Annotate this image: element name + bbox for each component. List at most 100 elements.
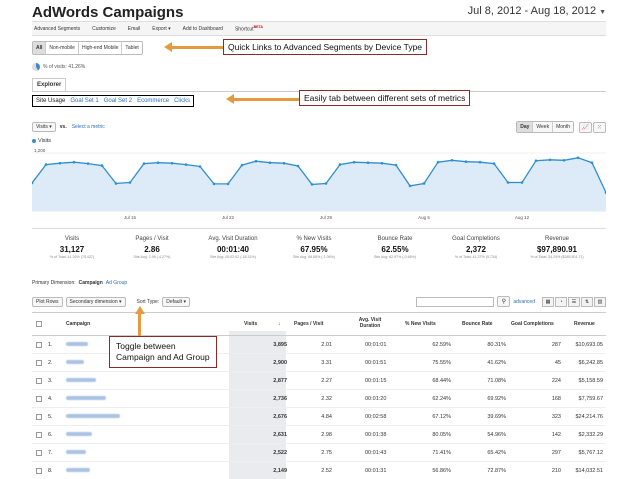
visits-point[interactable]	[520, 181, 524, 184]
visits-point[interactable]	[380, 161, 384, 165]
table-row[interactable]: 1. 3,895 2.01 00:01:01 62.59% 80.31% 287 $10,69…	[32, 336, 606, 354]
visits-point[interactable]	[408, 184, 412, 188]
visits-point[interactable]	[198, 165, 202, 168]
campaign-name-link[interactable]	[66, 360, 84, 364]
performance-view-icon[interactable]: ☰	[568, 296, 580, 307]
visits-point[interactable]	[310, 183, 314, 186]
visits-point[interactable]	[72, 160, 76, 164]
customize-button[interactable]: Customize	[92, 25, 116, 32]
col-campaign[interactable]: Campaign	[66, 321, 91, 327]
segment-high-end-mobile[interactable]: High-end Mobile	[78, 42, 123, 54]
visits-point[interactable]	[114, 182, 118, 185]
row-checkbox[interactable]	[36, 378, 42, 384]
visits-point[interactable]	[44, 163, 48, 166]
line-chart-icon[interactable]: 📈	[579, 121, 592, 133]
col-pages-visit[interactable]: Pages / Visit	[294, 321, 324, 327]
dimension-ad-group[interactable]: Ad Group	[105, 280, 128, 286]
visits-point[interactable]	[212, 182, 216, 186]
granularity-week[interactable]: Week	[533, 122, 554, 132]
visits-point[interactable]	[254, 159, 258, 163]
tab-ecommerce[interactable]: Ecommerce	[137, 98, 170, 104]
campaign-name-link[interactable]	[66, 396, 106, 400]
visits-point[interactable]	[562, 159, 566, 162]
table-search-input[interactable]	[416, 296, 495, 307]
visits-point[interactable]	[86, 162, 90, 165]
visits-point[interactable]	[548, 158, 552, 162]
search-icon[interactable]: ⚲	[497, 296, 511, 307]
visits-point[interactable]	[170, 161, 174, 165]
plot-rows-button[interactable]: Plot Rows	[32, 296, 63, 307]
tab-goal-set-1[interactable]: Goal Set 1	[70, 98, 99, 104]
tab-clicks[interactable]: Clicks	[174, 98, 191, 104]
tab-explorer[interactable]: Explorer	[32, 78, 67, 91]
visits-point[interactable]	[506, 181, 510, 184]
col-revenue[interactable]: Revenue	[574, 321, 595, 327]
visits-point[interactable]	[226, 182, 230, 186]
granularity-day[interactable]: Day	[517, 122, 534, 132]
visits-point[interactable]	[338, 163, 342, 166]
add-to-dashboard-button[interactable]: Add to Dashboard	[182, 25, 223, 32]
col-visits[interactable]: Visits	[244, 321, 258, 327]
visits-point[interactable]	[604, 191, 606, 194]
email-button[interactable]: Email	[127, 25, 141, 32]
col-new-visits[interactable]: % New Visits	[405, 321, 436, 327]
table-row[interactable]: 5. 2,676 4.84 00:02:58 67.12% 39.69% 323 $24,21…	[32, 408, 606, 426]
visits-point[interactable]	[324, 182, 328, 185]
row-checkbox[interactable]	[36, 342, 42, 348]
visits-point[interactable]	[128, 181, 132, 184]
table-view-icon[interactable]: ▦	[542, 296, 554, 307]
table-row[interactable]: 2. 2,900 3.31 00:01:51 75.55% 41.62% 45 $6,242.…	[32, 354, 606, 372]
visits-point[interactable]	[422, 182, 426, 185]
visits-point[interactable]	[240, 163, 244, 167]
visits-point[interactable]	[282, 161, 286, 165]
visits-point[interactable]	[394, 163, 398, 167]
visits-point[interactable]	[58, 161, 62, 165]
select-metric-link[interactable]: Select a metric	[71, 124, 105, 130]
dimension-campaign[interactable]: Campaign	[78, 280, 103, 286]
campaign-name-link[interactable]	[66, 342, 88, 346]
visits-point[interactable]	[478, 160, 482, 164]
select-all-checkbox[interactable]	[36, 321, 42, 327]
shortcut-button[interactable]: ShortcutBETA	[235, 25, 263, 33]
percentage-view-icon[interactable]: ◔	[555, 296, 567, 307]
campaign-name-link[interactable]	[66, 468, 90, 472]
advanced-segments-button[interactable]: Advanced Segments	[34, 25, 81, 32]
date-range-picker[interactable]: Jul 8, 2012 - Aug 18, 2012 ▼	[468, 5, 606, 17]
campaign-name-link[interactable]	[66, 432, 92, 436]
visits-point[interactable]	[576, 156, 580, 160]
campaign-name-link[interactable]	[66, 450, 86, 454]
table-row[interactable]: 8. 2,149 2.52 00:01:31 56.86% 72.87% 210 $14,03…	[32, 462, 606, 479]
visits-point[interactable]	[142, 162, 146, 165]
visits-point[interactable]	[436, 160, 440, 164]
row-checkbox[interactable]	[36, 468, 42, 474]
secondary-dimension-select[interactable]: Secondary dimension ▾	[65, 296, 126, 307]
table-row[interactable]: 6. 2,631 2.98 00:01:38 80.05% 54.96% 142 $2,332…	[32, 426, 606, 444]
segment-tablet[interactable]: Tablet	[122, 42, 142, 54]
segment-all[interactable]: All	[33, 42, 47, 54]
col-bounce-rate[interactable]: Bounce Rate	[462, 321, 493, 327]
col-goal-completions[interactable]: Goal Completions	[511, 321, 554, 327]
granularity-month[interactable]: Month	[553, 122, 573, 132]
col-avg-visit-duration[interactable]: Avg. Visit Duration	[358, 317, 382, 329]
table-row[interactable]: 3. 2,877 2.27 00:01:15 68.44% 71.08% 224 $5,158…	[32, 372, 606, 390]
advanced-filter-link[interactable]: advanced	[513, 298, 535, 305]
visits-point[interactable]	[32, 181, 34, 185]
tab-site-usage[interactable]: Site Usage	[36, 98, 66, 104]
row-checkbox[interactable]	[36, 414, 42, 420]
row-checkbox[interactable]	[36, 396, 42, 402]
sort-type-select[interactable]: Default ▾	[162, 296, 190, 307]
visits-point[interactable]	[534, 159, 538, 162]
comparison-view-icon[interactable]: ⇅	[581, 296, 593, 307]
visits-point[interactable]	[184, 163, 188, 166]
segment-non-mobile[interactable]: Non-mobile	[46, 42, 79, 54]
row-checkbox[interactable]	[36, 450, 42, 456]
visits-point[interactable]	[450, 159, 454, 162]
campaign-name-link[interactable]	[66, 378, 96, 382]
motion-chart-icon[interactable]: ⁙	[593, 121, 606, 133]
visits-point[interactable]	[590, 161, 594, 164]
visits-point[interactable]	[100, 164, 104, 167]
pivot-view-icon[interactable]: ▥	[594, 296, 606, 307]
visits-point[interactable]	[352, 160, 356, 164]
visits-point[interactable]	[268, 161, 272, 164]
visits-point[interactable]	[366, 161, 370, 164]
